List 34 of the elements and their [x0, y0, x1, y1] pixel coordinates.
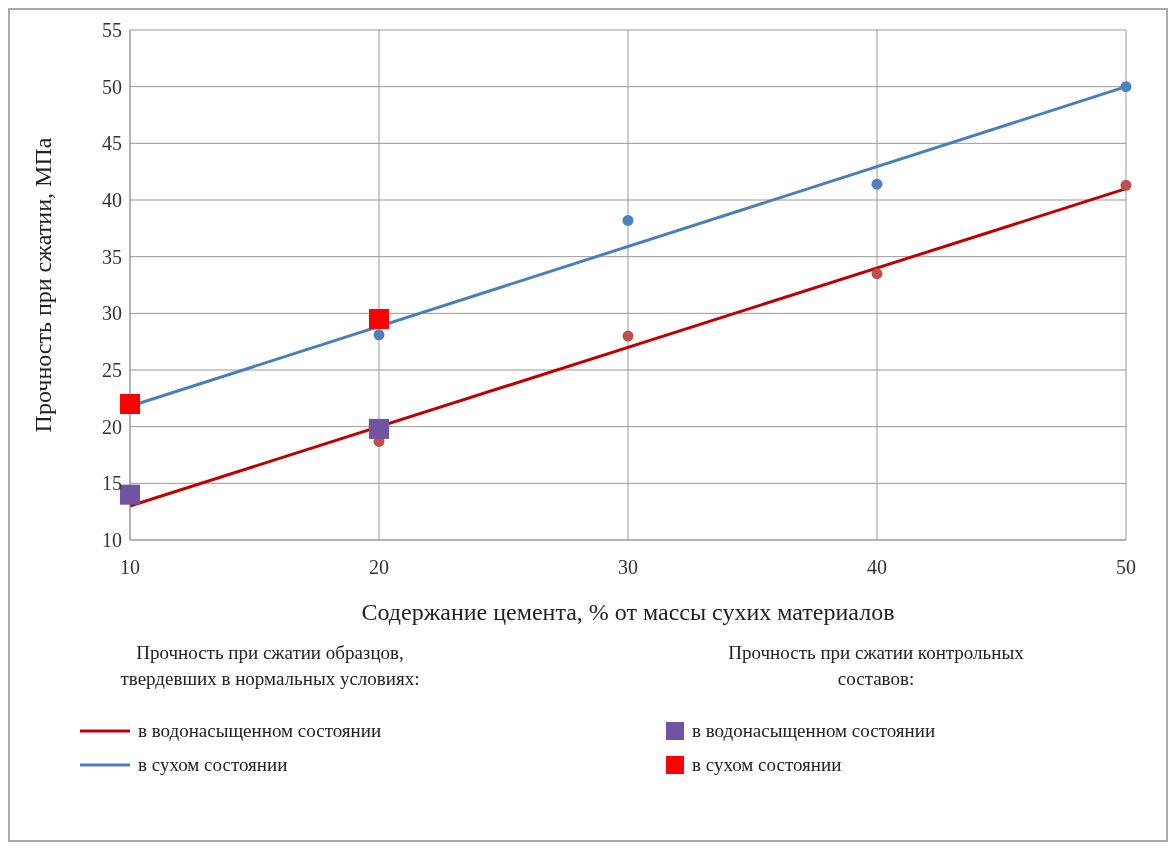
point — [871, 178, 883, 190]
point — [369, 309, 389, 329]
legend-label: в водонасыщенном состоянии — [692, 720, 936, 742]
y-tick-label: 15 — [102, 472, 122, 495]
point — [622, 214, 634, 226]
y-tick-label: 50 — [102, 75, 122, 98]
x-tick-label: 50 — [1116, 556, 1136, 579]
text: Прочность при сжатии образцов, твердевших в нормальных условиях: — [119, 641, 421, 691]
point — [1120, 179, 1132, 191]
text: Прочность при сжатии контрольных составов: — [727, 641, 1025, 691]
point — [120, 394, 140, 414]
legend-label: в сухом состоянии — [138, 754, 288, 776]
x-tick-label: 20 — [369, 556, 389, 579]
y-tick-label: 20 — [102, 415, 122, 438]
point — [373, 329, 385, 341]
point — [622, 330, 634, 342]
point — [120, 484, 140, 505]
x-tick-label: 10 — [120, 556, 140, 579]
y-tick-label: 10 — [102, 529, 122, 552]
legend-label: в сухом состоянии — [692, 754, 842, 776]
point — [1120, 81, 1132, 93]
x-axis-title: Содержание цемента, % от массы сухих материалов — [361, 599, 895, 625]
y-tick-label: 45 — [102, 132, 122, 155]
y-tick-label: 25 — [102, 359, 122, 382]
x-tick-label: 30 — [618, 556, 638, 579]
x-tick-label: 40 — [867, 556, 887, 579]
point — [871, 268, 883, 280]
y-axis-title: Прочность при сжатии, МПа — [29, 137, 56, 433]
y-tick-label: 55 — [102, 19, 122, 42]
legend-label: в водонасыщенном состоянии — [138, 720, 382, 742]
point — [369, 418, 389, 439]
y-tick-label: 35 — [102, 245, 122, 268]
y-tick-label: 40 — [102, 189, 122, 212]
y-tick-label: 30 — [102, 302, 122, 325]
